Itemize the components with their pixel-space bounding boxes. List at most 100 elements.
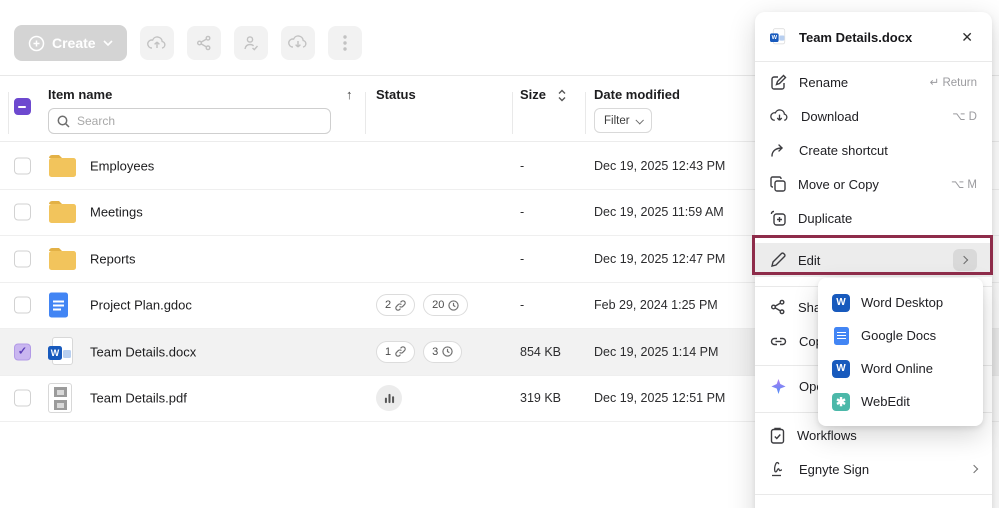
select-all-checkbox[interactable] (14, 98, 31, 115)
edit-submenu: W Word Desktop Google Docs W Word Online… (818, 278, 983, 426)
menu-item-download[interactable]: Download ⌥ D (755, 99, 992, 133)
submenu-item-webedit[interactable]: ✱ WebEdit (818, 385, 983, 418)
page-accent (779, 35, 785, 41)
create-button[interactable]: Create (14, 25, 127, 61)
menu-item-label: Cop (799, 333, 823, 349)
word-file-icon: W (770, 28, 786, 45)
menu-item-rename[interactable]: Rename ↵ Return (755, 65, 992, 99)
analytics-badge[interactable] (376, 385, 402, 412)
menu-item-label: Create shortcut (799, 142, 888, 158)
status-badges (376, 385, 402, 412)
search-icon (57, 115, 70, 128)
request-files-button[interactable] (233, 26, 268, 60)
link-icon (395, 300, 406, 311)
menu-item-open[interactable]: Ope (755, 369, 992, 403)
context-menu-title: Team Details.docx (799, 29, 913, 45)
menu-divider (755, 494, 992, 495)
menu-item-workflows[interactable]: Workflows (755, 418, 992, 452)
menu-item-move-or-copy[interactable]: Move or Copy ⌥ M (755, 167, 992, 201)
row-checkbox[interactable] (14, 157, 31, 175)
column-header-date-modified[interactable]: Date modified (594, 87, 680, 102)
word-app-icon: W (832, 293, 850, 312)
file-size: - (520, 298, 525, 313)
word-logo: W (770, 33, 779, 43)
submenu-item-word-online[interactable]: W Word Online (818, 352, 983, 385)
close-icon[interactable]: ✕ (957, 27, 977, 48)
file-date: Dec 19, 2025 12:47 PM (594, 251, 726, 266)
edit-submenu-chevron[interactable] (953, 249, 977, 271)
submenu-item-google-docs[interactable]: Google Docs (818, 319, 983, 352)
context-menu-header: W Team Details.docx ✕ (755, 12, 992, 61)
links-badge[interactable]: 1 (376, 340, 416, 363)
clipboard-check-icon (770, 427, 785, 444)
menu-item-duplicate[interactable]: Duplicate (755, 201, 992, 235)
row-checkbox[interactable] (14, 296, 31, 314)
sort-toggle-icon[interactable] (557, 89, 567, 102)
links-badge[interactable]: 2 (376, 294, 416, 317)
shortcut-arrow-icon (771, 143, 783, 157)
copy-icon (770, 176, 786, 192)
menu-item-create-shortcut[interactable]: Create shortcut (755, 133, 992, 167)
sort-ascending-icon[interactable]: ↑ (346, 87, 353, 102)
menu-item-label: Sha (798, 299, 822, 315)
thumbnail-shape (54, 400, 67, 411)
menu-item-label: Move or Copy (798, 176, 879, 192)
menu-item-label: Ope (799, 378, 824, 394)
word-file-icon: W (48, 336, 74, 367)
file-name[interactable]: Team Details.docx (90, 344, 197, 360)
column-header-item-name[interactable]: Item name (48, 87, 113, 102)
date-filter-button[interactable]: Filter (594, 108, 652, 133)
submenu-item-word-desktop[interactable]: W Word Desktop (818, 286, 983, 319)
download-button[interactable] (280, 26, 315, 60)
row-checkbox-checked[interactable]: ✓ (14, 343, 31, 361)
column-divider (365, 92, 366, 134)
row-checkbox[interactable] (14, 203, 31, 221)
page-accent (63, 349, 71, 358)
user-check-icon (243, 36, 258, 51)
column-header-size[interactable]: Size (520, 87, 547, 102)
versions-badge[interactable]: 3 (423, 340, 463, 363)
chevron-down-icon (103, 40, 113, 46)
webedit-icon: ✱ (832, 392, 850, 411)
word-app-icon: W (832, 359, 850, 378)
file-name[interactable]: Team Details.pdf (90, 390, 187, 406)
toolbar: Create (14, 25, 362, 61)
file-date: Feb 29, 2024 1:25 PM (594, 298, 718, 313)
more-actions-button[interactable] (327, 26, 362, 60)
pdf-file-icon (48, 383, 72, 414)
file-name[interactable]: Project Plan.gdoc (90, 297, 192, 313)
signature-icon (772, 461, 783, 476)
file-name[interactable]: Reports (90, 251, 136, 267)
menu-item-label: Rename (799, 74, 849, 90)
versions-badge[interactable]: 20 (423, 294, 469, 317)
context-menu-list: Rename ↵ Return Download ⌥ D Create shor… (755, 62, 992, 495)
menu-item-egnyte-sign[interactable]: Egnyte Sign (755, 452, 992, 486)
folder-icon (49, 201, 76, 224)
search-input[interactable] (77, 114, 322, 128)
share-button[interactable] (186, 26, 221, 60)
cloud-download-icon (287, 35, 307, 48)
menu-item-edit[interactable]: Edit (755, 243, 992, 277)
file-name[interactable]: Employees (90, 158, 155, 174)
menu-item-share[interactable]: Sha (755, 290, 992, 324)
upload-button[interactable] (139, 26, 174, 60)
column-header-status[interactable]: Status (376, 87, 416, 102)
chevron-down-icon (635, 115, 644, 125)
row-checkbox[interactable] (14, 389, 31, 407)
sparkle-icon (771, 378, 786, 394)
versions-count: 20 (432, 299, 445, 312)
link-icon (395, 346, 406, 357)
file-date: Dec 19, 2025 12:43 PM (594, 158, 726, 173)
menu-item-copy-link[interactable]: Cop (755, 324, 992, 358)
cloud-download-icon (770, 108, 788, 121)
row-checkbox[interactable] (14, 250, 31, 268)
submenu-item-label: WebEdit (861, 394, 910, 409)
create-button-label: Create (52, 35, 96, 51)
file-date: Dec 19, 2025 1:14 PM (594, 344, 719, 359)
file-size: 854 KB (520, 344, 562, 359)
search-box (48, 108, 331, 134)
context-menu: W Team Details.docx ✕ Rename ↵ Return Do… (755, 12, 992, 508)
clock-icon (448, 300, 460, 311)
file-name[interactable]: Meetings (90, 204, 143, 220)
chevron-right-icon (969, 464, 979, 474)
